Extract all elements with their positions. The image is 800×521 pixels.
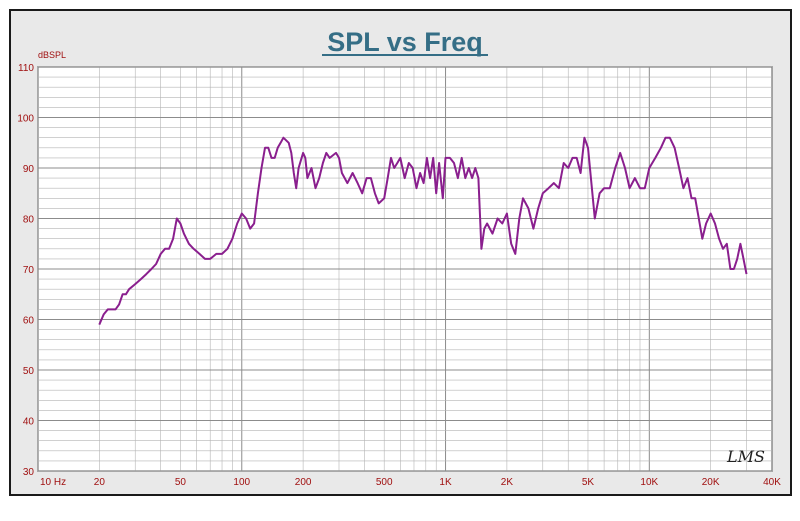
y-tick-label: 80	[23, 215, 35, 226]
y-axis-ticks: 30 40 50 60 70 80 90 100 110	[17, 63, 34, 478]
x-tick-label: 10 Hz	[40, 477, 66, 488]
spl-curve-series	[98, 136, 748, 325]
x-tick-label: 10K	[640, 477, 658, 488]
x-tick-label: 500	[376, 477, 393, 488]
x-tick-label: 100	[233, 477, 250, 488]
lms-logo: LMS	[726, 447, 765, 466]
y-axis-unit-label: dBSPL	[38, 50, 66, 60]
x-axis-ticks: 10 Hz 20 50 100 200 500 1K 2K 5K 10K 20K 40K	[40, 477, 781, 488]
y-tick-label: 40	[23, 417, 35, 428]
y-tick-label: 60	[23, 316, 35, 327]
y-tick-label: 50	[23, 366, 35, 377]
spl-curve-line	[98, 136, 748, 325]
x-tick-label: 20	[94, 477, 106, 488]
x-tick-label: 40K	[763, 477, 781, 488]
y-tick-label: 100	[17, 114, 34, 125]
x-tick-label: 20K	[702, 477, 720, 488]
x-tick-label: 50	[175, 477, 187, 488]
y-tick-label: 30	[23, 467, 35, 478]
grid-lines	[37, 66, 773, 472]
y-tick-label: 90	[23, 164, 35, 175]
x-tick-label: 200	[295, 477, 312, 488]
y-tick-label: 70	[23, 265, 35, 276]
x-tick-label: 5K	[582, 477, 595, 488]
x-tick-label: 1K	[439, 477, 452, 488]
y-tick-label: 110	[18, 63, 34, 74]
chart-title: SPL vs Freq	[327, 27, 483, 57]
x-tick-label: 2K	[501, 477, 514, 488]
